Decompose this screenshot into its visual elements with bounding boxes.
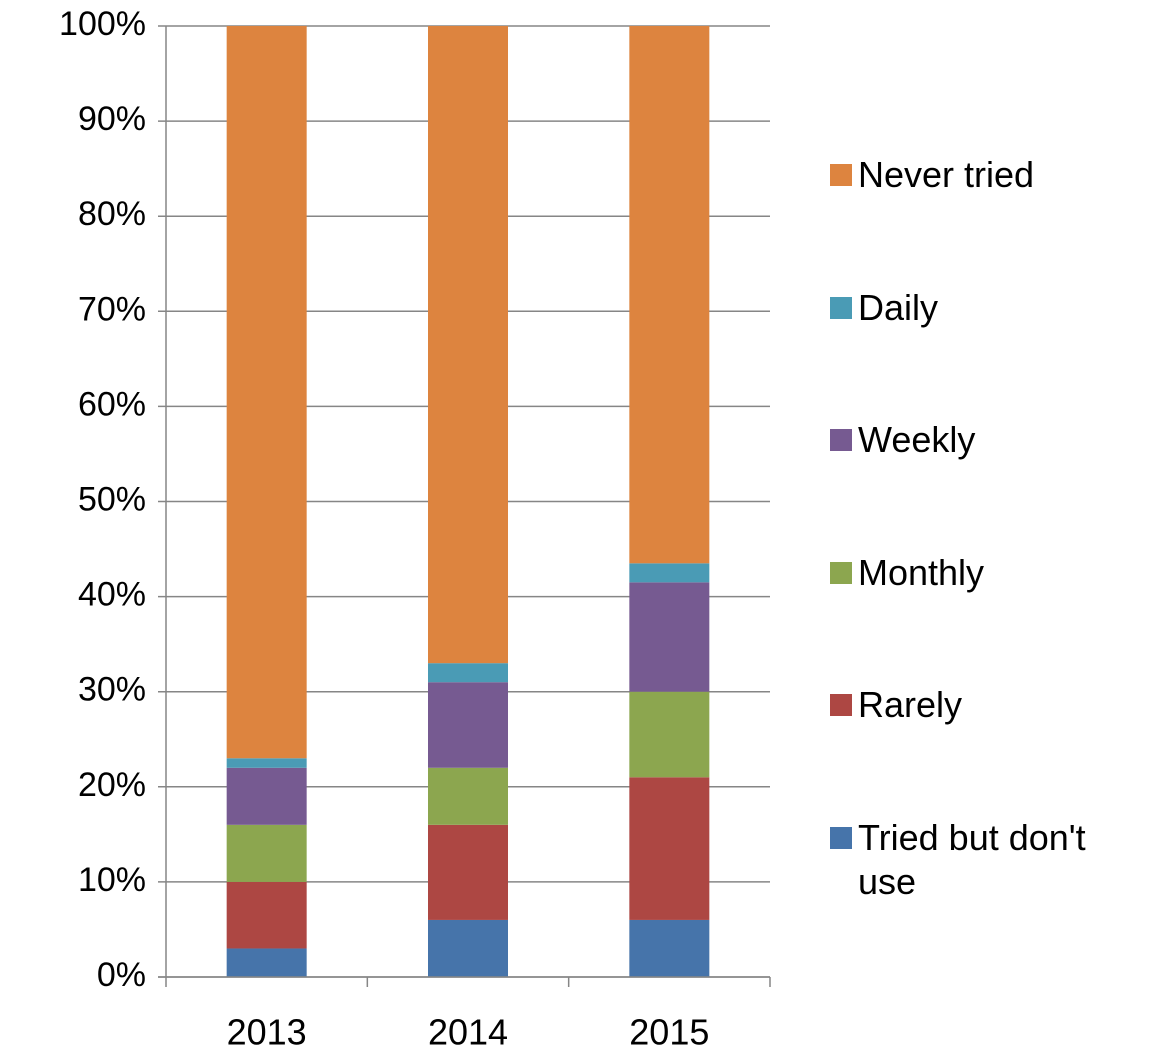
bar-segment (226, 824, 307, 882)
legend-swatch (830, 429, 852, 452)
y-tick-label: 20% (78, 766, 146, 804)
x-tick-label: 2013 (227, 1012, 307, 1053)
y-tick-label: 40% (78, 576, 146, 614)
legend-swatch (830, 561, 852, 584)
legend-swatch (830, 296, 852, 319)
bar-segment (226, 26, 307, 759)
y-tick-label: 10% (78, 861, 146, 899)
bar-segment (428, 26, 508, 664)
bar-segment (428, 767, 508, 825)
legend-label: Never tried (858, 154, 1035, 195)
legend-swatch (830, 827, 852, 849)
bar-segment (629, 582, 710, 692)
y-tick-label: 60% (78, 385, 146, 423)
legend-item: Monthly (830, 551, 1150, 595)
legend-label: Rarely (858, 684, 963, 726)
y-tick-label: 70% (78, 290, 146, 328)
bar-segment (629, 563, 710, 583)
legend-item: Daily (830, 286, 1150, 330)
legend-swatch (830, 694, 852, 717)
x-tick-label: 2014 (428, 1012, 508, 1053)
legend-label: Monthly (858, 551, 985, 593)
legend-label: Daily (858, 286, 939, 328)
y-tick-label: 50% (78, 480, 146, 518)
bar-segment (428, 919, 508, 977)
y-tick-label: 0% (97, 956, 146, 994)
bar-segment (226, 948, 307, 977)
legend-item: Rarely (830, 683, 1150, 727)
legend-swatch (830, 164, 852, 186)
bar-segment (226, 758, 307, 768)
legend-label: Tried but don't use (858, 817, 1086, 902)
y-tick-label: 30% (78, 671, 146, 709)
legend-label: Weekly (858, 419, 976, 461)
bar-segment (428, 663, 508, 683)
bar-segment (629, 919, 710, 977)
bar-segment (629, 26, 710, 564)
y-tick-label: 80% (78, 195, 146, 233)
bar-segment (629, 777, 710, 920)
y-tick-label: 100% (59, 5, 146, 43)
bar-segment (629, 691, 710, 778)
y-tick-label: 90% (78, 100, 146, 138)
legend-item: Tried but don't use (830, 816, 1150, 904)
bar-segment (428, 824, 508, 920)
bar-segment (428, 682, 508, 768)
x-tick-label: 2015 (629, 1012, 709, 1053)
bar-segment (226, 767, 307, 825)
legend-item: Weekly (830, 418, 1150, 462)
bar-segment (226, 881, 307, 949)
legend-item: Never tried (830, 153, 1150, 197)
